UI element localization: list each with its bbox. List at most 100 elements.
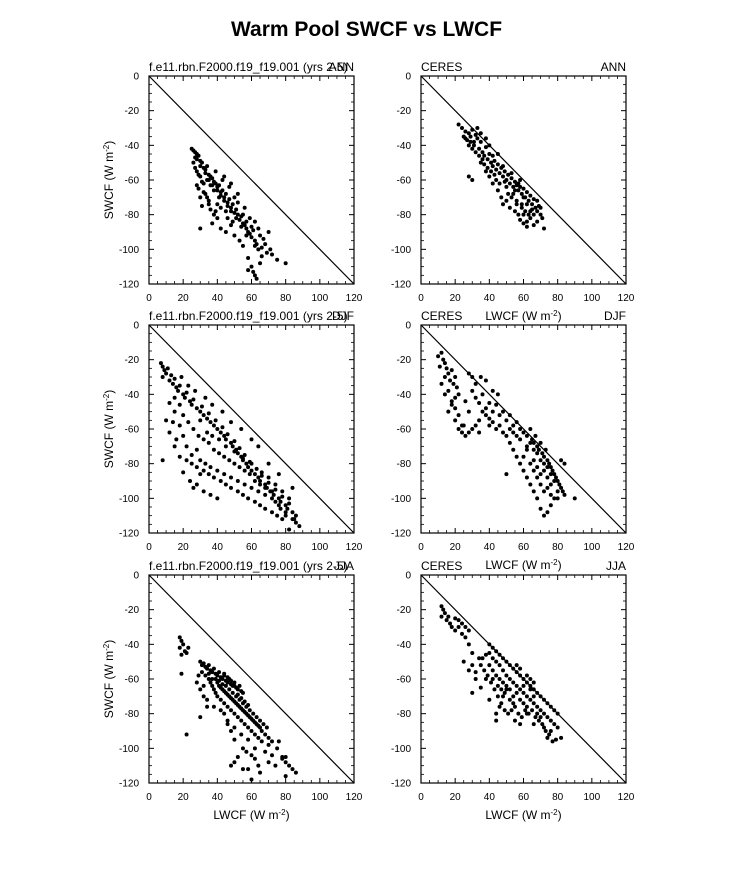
data-point xyxy=(232,760,237,765)
data-point xyxy=(237,446,242,451)
data-point xyxy=(189,461,194,466)
data-point xyxy=(158,361,163,366)
data-point xyxy=(252,243,257,248)
data-point xyxy=(293,520,298,525)
data-point xyxy=(177,645,182,650)
data-point xyxy=(441,607,446,612)
data-point xyxy=(528,461,533,466)
data-point xyxy=(258,503,263,508)
data-point xyxy=(542,468,546,473)
data-point xyxy=(247,708,252,713)
data-point xyxy=(485,157,490,162)
data-point xyxy=(240,746,245,751)
data-point xyxy=(531,212,536,217)
data-point xyxy=(201,683,206,688)
data-point xyxy=(490,153,495,158)
x-tick-label: 60 xyxy=(518,293,530,304)
y-tick-label: -60 xyxy=(125,425,140,436)
data-point xyxy=(217,678,222,683)
x-tick-label: 100 xyxy=(311,792,328,803)
data-point xyxy=(235,715,240,720)
data-point xyxy=(172,376,177,381)
data-point xyxy=(501,409,505,414)
data-point xyxy=(208,492,213,497)
data-point xyxy=(240,492,245,497)
panel-right-label: JJA xyxy=(334,559,354,573)
data-point xyxy=(449,625,454,629)
data-point xyxy=(210,433,215,438)
y-tick-label: 0 xyxy=(405,321,411,332)
data-point xyxy=(213,181,218,186)
data-point xyxy=(514,670,519,675)
data-point xyxy=(499,701,504,706)
data-points xyxy=(158,361,302,532)
data-point xyxy=(181,642,186,647)
data-point xyxy=(263,492,268,497)
data-point xyxy=(275,257,280,262)
data-point xyxy=(507,440,512,445)
data-point xyxy=(477,153,482,158)
data-point xyxy=(232,461,237,466)
data-point xyxy=(477,146,482,151)
data-point xyxy=(453,375,458,379)
data-point xyxy=(186,383,191,388)
x-tick-label: 100 xyxy=(583,792,600,803)
data-point xyxy=(240,212,245,217)
data-point xyxy=(252,472,257,477)
data-point xyxy=(229,729,233,733)
data-point xyxy=(524,224,529,229)
data-point xyxy=(492,172,497,177)
data-point xyxy=(483,378,488,383)
data-point xyxy=(441,357,446,362)
data-point xyxy=(220,425,225,430)
data-point xyxy=(470,651,475,655)
data-point xyxy=(229,420,233,425)
data-point xyxy=(504,184,509,189)
y-tick-label: -120 xyxy=(391,280,411,291)
data-point xyxy=(229,678,233,683)
data-point xyxy=(487,697,492,702)
data-point xyxy=(466,628,471,633)
data-point xyxy=(555,725,560,730)
y-tick-label: 0 xyxy=(133,321,139,332)
reference-line xyxy=(420,324,627,534)
data-point xyxy=(201,489,206,494)
data-point xyxy=(164,418,169,423)
data-point xyxy=(548,492,553,497)
data-point xyxy=(263,732,268,737)
data-point xyxy=(194,447,199,452)
data-point xyxy=(270,510,274,515)
data-point xyxy=(249,437,254,442)
data-point xyxy=(242,482,247,487)
data-point xyxy=(495,152,500,156)
data-point xyxy=(511,701,516,706)
data-point xyxy=(489,160,494,165)
data-point xyxy=(518,178,523,182)
data-point xyxy=(533,433,538,438)
data-point xyxy=(524,444,529,449)
data-point xyxy=(572,496,577,501)
data-point xyxy=(530,708,535,713)
data-point xyxy=(222,454,227,459)
data-point xyxy=(266,461,271,466)
data-point xyxy=(470,388,475,393)
data-point xyxy=(466,668,471,673)
data-point xyxy=(535,444,540,449)
data-point xyxy=(490,677,495,681)
data-point xyxy=(276,496,281,501)
data-point xyxy=(179,652,184,657)
y-tick-label: -40 xyxy=(125,640,140,651)
data-point xyxy=(237,238,242,243)
data-point xyxy=(205,195,210,200)
data-point xyxy=(518,461,523,466)
data-point xyxy=(507,181,512,186)
data-point xyxy=(460,423,464,428)
data-point xyxy=(220,188,225,193)
data-point xyxy=(235,755,240,759)
data-point xyxy=(244,233,249,238)
data-point xyxy=(249,468,254,473)
data-point xyxy=(470,690,475,695)
data-point xyxy=(507,427,512,431)
y-tick-label: -20 xyxy=(125,355,140,366)
data-point xyxy=(523,209,528,214)
